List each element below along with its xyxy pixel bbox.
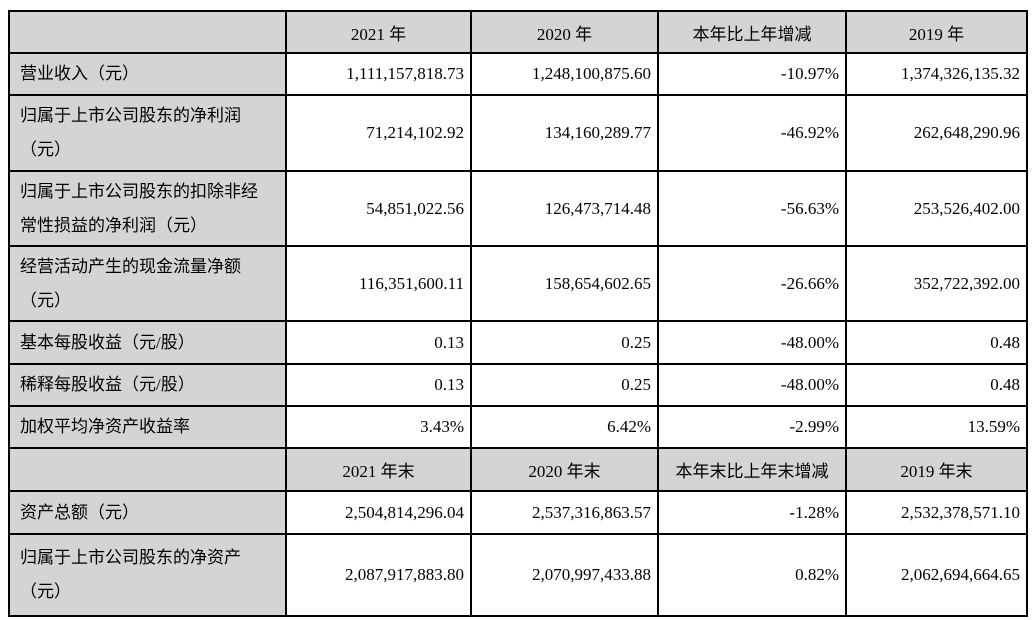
value-cell: -56.63% [657, 170, 847, 247]
value-cell: 126,473,714.48 [470, 170, 659, 247]
header-cell-2020: 2020 年 [470, 10, 659, 54]
value-cell: 2,062,694,664.65 [845, 533, 1028, 617]
value-cell: 0.25 [470, 320, 659, 365]
header-cell-blank [8, 10, 287, 54]
row-label: 加权平均净资产收益率 [8, 405, 287, 449]
header-cell-2019: 2019 年 [845, 10, 1028, 54]
value-cell: 6.42% [470, 405, 659, 449]
financial-summary-table: 2021 年 2020 年 本年比上年增减 2019 年 营业收入（元） 1,1… [8, 10, 1028, 617]
table-row-operating-cash-flow: 经营活动产生的现金流量净额 （元） 116,351,600.11 158,654… [8, 245, 1028, 322]
value-cell: 253,526,402.00 [845, 170, 1028, 247]
value-cell: 0.13 [285, 320, 472, 365]
value-cell: -1.28% [657, 490, 847, 535]
value-cell: 2,537,316,863.57 [470, 490, 659, 535]
value-cell: 1,374,326,135.32 [845, 52, 1028, 96]
value-cell: 2,087,917,883.80 [285, 533, 472, 617]
value-cell: 2,070,997,433.88 [470, 533, 659, 617]
table-row-revenue: 营业收入（元） 1,111,157,818.73 1,248,100,875.6… [8, 52, 1028, 96]
table-row-weighted-avg-roe: 加权平均净资产收益率 3.43% 6.42% -2.99% 13.59% [8, 405, 1028, 449]
value-cell: 0.48 [845, 320, 1028, 365]
value-cell: 3.43% [285, 405, 472, 449]
row-label: 归属于上市公司股东的净利润 （元） [8, 94, 287, 172]
value-cell: 1,248,100,875.60 [470, 52, 659, 96]
header-cell-2020-end: 2020 年末 [470, 447, 659, 492]
value-cell: 13.59% [845, 405, 1028, 449]
header-cell-2021-end: 2021 年末 [285, 447, 472, 492]
value-cell: 352,722,392.00 [845, 245, 1028, 322]
value-cell: 0.13 [285, 363, 472, 407]
value-cell: 262,648,290.96 [845, 94, 1028, 172]
table-row-total-assets: 资产总额（元） 2,504,814,296.04 2,537,316,863.5… [8, 490, 1028, 535]
header-cell-year-end-change: 本年末比上年末增减 [657, 447, 847, 492]
header-cell-blank [8, 447, 287, 492]
table-row-net-profit-excl-nonrecurring: 归属于上市公司股东的扣除非经 常性损益的净利润（元） 54,851,022.56… [8, 170, 1028, 247]
value-cell: -10.97% [657, 52, 847, 96]
value-cell: 0.48 [845, 363, 1028, 407]
table-row-net-profit: 归属于上市公司股东的净利润 （元） 71,214,102.92 134,160,… [8, 94, 1028, 172]
value-cell: 116,351,600.11 [285, 245, 472, 322]
table-row-net-assets: 归属于上市公司股东的净资产 （元） 2,087,917,883.80 2,070… [8, 533, 1028, 617]
value-cell: 1,111,157,818.73 [285, 52, 472, 96]
value-cell: 71,214,102.92 [285, 94, 472, 172]
table-row-diluted-eps: 稀释每股收益（元/股） 0.13 0.25 -48.00% 0.48 [8, 363, 1028, 407]
value-cell: 0.82% [657, 533, 847, 617]
row-label: 归属于上市公司股东的净资产 （元） [8, 533, 287, 617]
row-label: 基本每股收益（元/股） [8, 320, 287, 365]
value-cell: 0.25 [470, 363, 659, 407]
value-cell: 134,160,289.77 [470, 94, 659, 172]
value-cell: -48.00% [657, 320, 847, 365]
row-label: 稀释每股收益（元/股） [8, 363, 287, 407]
value-cell: -46.92% [657, 94, 847, 172]
header-cell-2019-end: 2019 年末 [845, 447, 1028, 492]
table-header-row-annual: 2021 年 2020 年 本年比上年增减 2019 年 [8, 10, 1028, 54]
value-cell: 158,654,602.65 [470, 245, 659, 322]
value-cell: 54,851,022.56 [285, 170, 472, 247]
value-cell: -26.66% [657, 245, 847, 322]
table-header-row-year-end: 2021 年末 2020 年末 本年末比上年末增减 2019 年末 [8, 447, 1028, 492]
table-row-basic-eps: 基本每股收益（元/股） 0.13 0.25 -48.00% 0.48 [8, 320, 1028, 365]
value-cell: 2,532,378,571.10 [845, 490, 1028, 535]
value-cell: 2,504,814,296.04 [285, 490, 472, 535]
header-cell-2021: 2021 年 [285, 10, 472, 54]
row-label: 归属于上市公司股东的扣除非经 常性损益的净利润（元） [8, 170, 287, 247]
value-cell: -2.99% [657, 405, 847, 449]
value-cell: -48.00% [657, 363, 847, 407]
row-label: 营业收入（元） [8, 52, 287, 96]
row-label: 资产总额（元） [8, 490, 287, 535]
row-label: 经营活动产生的现金流量净额 （元） [8, 245, 287, 322]
header-cell-yoy-change: 本年比上年增减 [657, 10, 847, 54]
